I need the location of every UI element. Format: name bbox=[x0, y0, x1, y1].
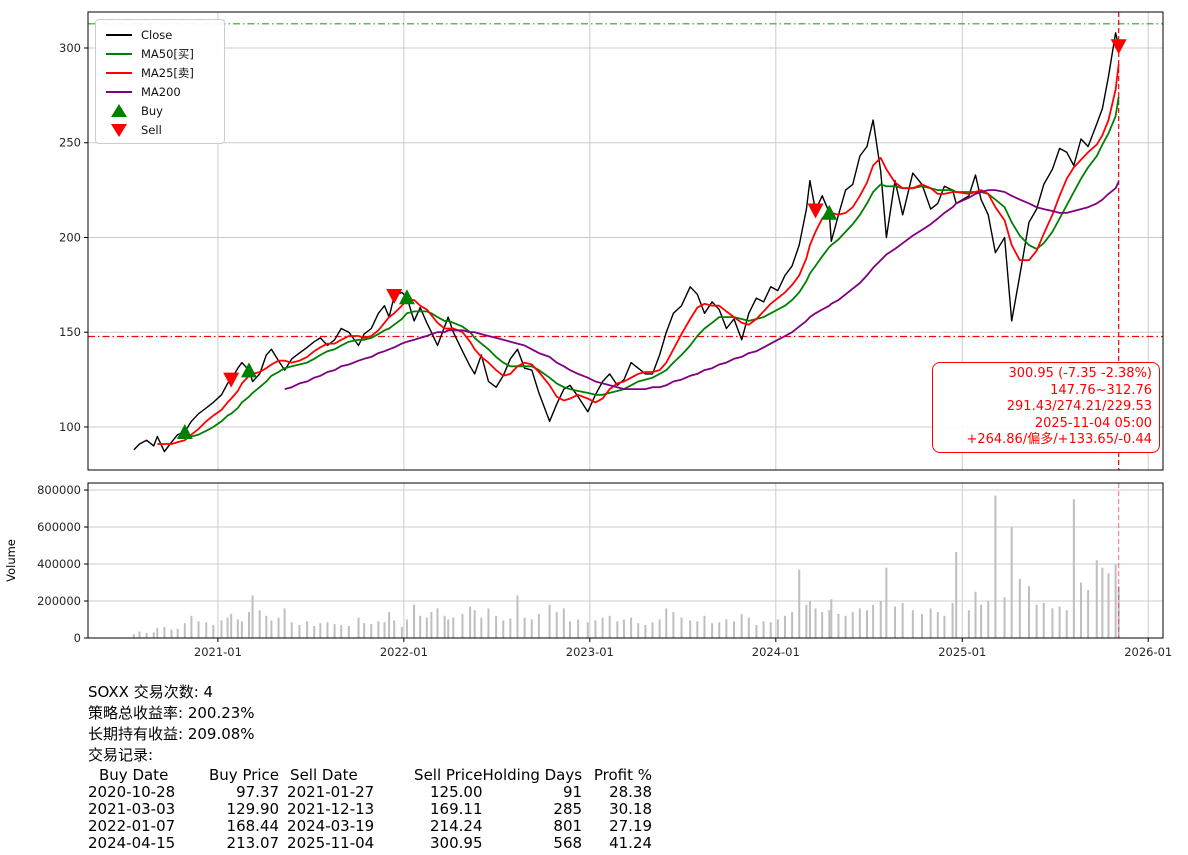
svg-text:600000: 600000 bbox=[37, 520, 81, 534]
svg-text:0: 0 bbox=[74, 631, 81, 645]
price-volume-chart: 100 150 200 250 300 0 200000 400000 600000 800000… bbox=[4, 11, 1172, 659]
trade-record-cell: 2021-01-27 bbox=[287, 783, 375, 801]
axis-ticks bbox=[84, 47, 1149, 642]
legend-swatch-line bbox=[106, 33, 132, 36]
legend-item-sell: Sell bbox=[104, 120, 216, 139]
buy-hold-return-line: 长期持有收益: 209.08% bbox=[88, 725, 255, 743]
legend-item-ma200: MA200 bbox=[104, 82, 216, 101]
trade-record-row: 2022-01-07 168.44 2024-03-19 214.24 801 27.19 bbox=[88, 818, 652, 835]
trade-record-cell: 125.00 bbox=[430, 783, 483, 801]
trade-record-cell: 168.44 bbox=[226, 817, 280, 835]
trade-col-header: Buy Price bbox=[209, 766, 280, 784]
legend-swatch-line bbox=[106, 90, 132, 93]
annotation-price-change: 300.95 (-7.35 -2.38%) bbox=[1008, 366, 1152, 381]
buy-markers bbox=[176, 204, 838, 439]
chart-legend: Close MA50[买] MA25[卖] MA200 Buy Sell bbox=[95, 19, 225, 144]
trade-record-cell: 2020-10-28 bbox=[88, 783, 176, 801]
annotation-position: +264.86/偏多/+133.65/-0.44 bbox=[966, 432, 1152, 448]
legend-swatch-line bbox=[106, 52, 132, 55]
trade-record-cell: 300.95 bbox=[430, 834, 483, 852]
trade-col-header: Sell Price bbox=[414, 766, 483, 784]
legend-label: MA200 bbox=[141, 84, 181, 99]
volume-bars bbox=[132, 495, 1120, 638]
svg-text:250: 250 bbox=[59, 136, 81, 150]
legend-item-ma25: MA25[卖] bbox=[104, 63, 216, 82]
strategy-stats: SOXX 交易次数: 4 策略总收益率: 200.23% 长期持有收益: 209… bbox=[88, 682, 652, 852]
trade-records-label: 交易记录: bbox=[88, 746, 154, 764]
trade-record-cell: 30.18 bbox=[609, 800, 653, 818]
sell-markers bbox=[223, 39, 1127, 388]
svg-text:800000: 800000 bbox=[37, 483, 81, 497]
trade-record-cell: 129.90 bbox=[226, 800, 280, 818]
trade-record-cell: 41.24 bbox=[609, 834, 653, 852]
trade-records-table: Buy Date Buy Price Sell Date Sell Price Hold… bbox=[88, 767, 652, 852]
legend-label: Close bbox=[141, 27, 173, 42]
trade-record-cell: 2024-03-19 bbox=[287, 817, 375, 835]
trade-record-cell: 2025-11-04 bbox=[287, 834, 375, 852]
legend-item-ma50: MA50[买] bbox=[104, 44, 216, 63]
trade-record-cell: 97.37 bbox=[236, 783, 280, 801]
volume-panel-border bbox=[87, 482, 1164, 639]
trade-record-cell: 801 bbox=[553, 817, 583, 835]
price-panel-border bbox=[87, 11, 1164, 471]
trade-col-header: Holding Days bbox=[482, 766, 583, 784]
annotation-datetime: 2025-11-04 05:00 bbox=[1034, 415, 1152, 431]
legend-swatch-line bbox=[106, 71, 132, 74]
trade-record-cell: 568 bbox=[553, 834, 583, 852]
trade-record-cell: 2022-01-07 bbox=[88, 817, 176, 835]
trade-record-row: 2020-10-28 97.37 2021-01-27 125.00 91 28.38 bbox=[88, 784, 652, 801]
trade-col-header: Buy Date bbox=[99, 766, 169, 784]
annotation-range: 147.76~312.76 bbox=[1050, 382, 1152, 398]
quote-annotation-box: 300.95 (-7.35 -2.38%) 147.76~312.76 291.… bbox=[932, 362, 1160, 453]
legend-label: MA25[卖] bbox=[141, 65, 194, 80]
legend-item-close: Close bbox=[104, 25, 216, 44]
trade-record-cell: 2021-12-13 bbox=[287, 800, 375, 818]
legend-swatch-triangle-up bbox=[111, 103, 127, 117]
svg-text:2024-01: 2024-01 bbox=[752, 645, 800, 659]
trade-record-cell: 2024-04-15 bbox=[88, 834, 176, 852]
trade-col-header: Profit % bbox=[593, 766, 653, 784]
legend-label: MA50[买] bbox=[141, 46, 194, 61]
ma200-line bbox=[284, 181, 1120, 391]
svg-text:2022-01: 2022-01 bbox=[380, 645, 428, 659]
trade-record-row: 2021-03-03 129.90 2021-12-13 169.11 285 30.18 bbox=[88, 801, 652, 818]
trade-table-header-row: Buy Date Buy Price Sell Date Sell Price Hold… bbox=[88, 767, 652, 784]
svg-text:200: 200 bbox=[59, 230, 81, 244]
trade-record-cell: 27.19 bbox=[609, 817, 653, 835]
svg-text:2025-01: 2025-01 bbox=[938, 645, 986, 659]
gridlines bbox=[88, 12, 1163, 639]
svg-text:2026-01: 2026-01 bbox=[1124, 645, 1172, 659]
trade-record-cell: 28.38 bbox=[609, 783, 653, 801]
volume-axis-label: Volume bbox=[4, 539, 18, 582]
svg-text:2021-01: 2021-01 bbox=[194, 645, 242, 659]
svg-text:150: 150 bbox=[59, 325, 81, 339]
annotation-ma-values: 291.43/274.21/229.53 bbox=[1006, 399, 1152, 415]
legend-label: Sell bbox=[141, 122, 162, 137]
svg-text:300: 300 bbox=[59, 41, 81, 55]
svg-text:2023-01: 2023-01 bbox=[566, 645, 614, 659]
trade-col-header: Sell Date bbox=[290, 766, 358, 784]
ma25-line bbox=[157, 64, 1120, 445]
svg-text:100: 100 bbox=[59, 420, 81, 434]
legend-item-buy: Buy bbox=[104, 101, 216, 120]
close-line bbox=[133, 32, 1120, 453]
trade-record-cell: 285 bbox=[553, 800, 583, 818]
trade-record-row: 2024-04-15 213.07 2025-11-04 300.95 568 41.24 bbox=[88, 835, 652, 852]
svg-text:400000: 400000 bbox=[37, 557, 81, 571]
svg-text:200000: 200000 bbox=[37, 594, 81, 608]
trade-record-cell: 213.07 bbox=[226, 834, 280, 852]
trade-record-cell: 91 bbox=[562, 783, 583, 801]
legend-swatch-triangle-down bbox=[111, 123, 127, 137]
trade-record-cell: 214.24 bbox=[430, 817, 483, 835]
axis-tick-labels: 100 150 200 250 300 0 200000 400000 600000 800000… bbox=[37, 41, 1172, 659]
strategy-return-line: 策略总收益率: 200.23% bbox=[88, 704, 255, 722]
trade-record-cell: 169.11 bbox=[430, 800, 483, 818]
trade-record-cell: 2021-03-03 bbox=[88, 800, 176, 818]
trade-count-line: SOXX 交易次数: 4 bbox=[88, 683, 214, 701]
legend-label: Buy bbox=[141, 103, 163, 118]
